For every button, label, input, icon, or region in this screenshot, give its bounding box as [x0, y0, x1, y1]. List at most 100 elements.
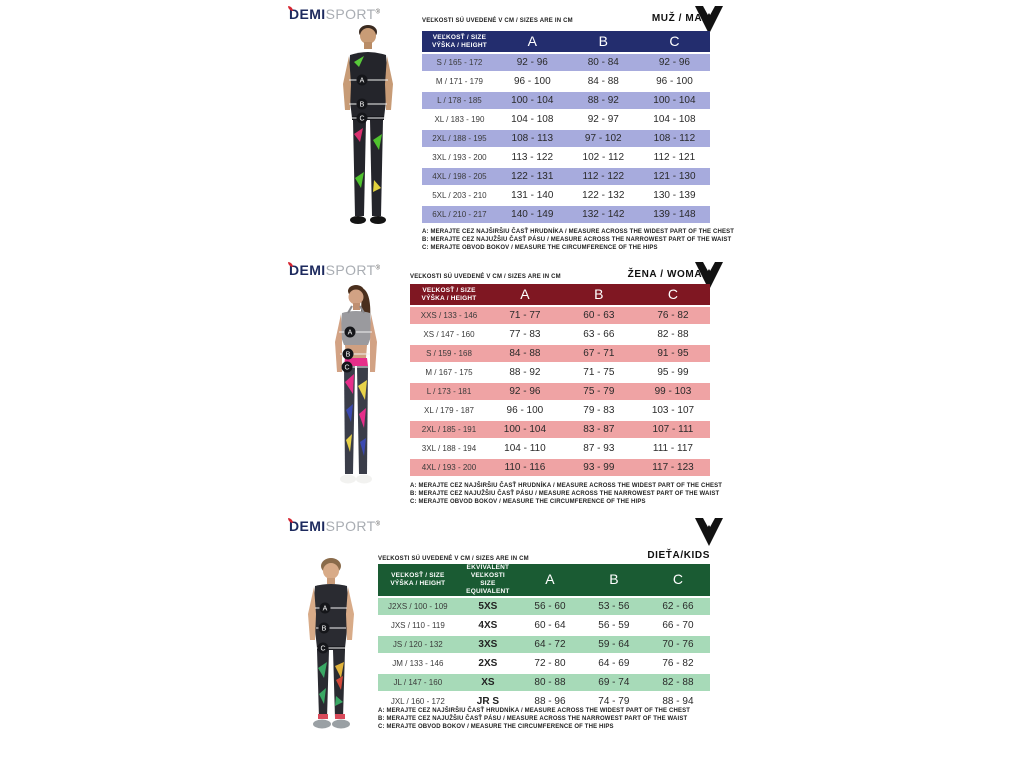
- cell-b: 102 - 112: [567, 147, 639, 167]
- table-row: J2XS / 100 - 109 5XS 56 - 60 53 - 56 62 - 66: [378, 596, 710, 616]
- cell-c: 96 - 100: [638, 71, 710, 91]
- logo-accent: [288, 262, 293, 267]
- cell-eq: JR S: [457, 691, 519, 710]
- kids-section: DEMISPORT® A B C: [0, 512, 1024, 768]
- cell-size: S / 165 - 172: [422, 52, 497, 72]
- kids-size-table: VEĽKOSŤ / SIZE VÝŠKA / HEIGHT EKVIVALENT…: [378, 564, 710, 710]
- footnote-b: B: MERAJTE CEZ NAJUŽŠIU ČASŤ PÁSU / MEAS…: [378, 716, 688, 722]
- cell-a: 110 - 116: [488, 457, 562, 476]
- cell-b: 80 - 84: [567, 52, 639, 72]
- cell-eq: 4XS: [457, 615, 519, 635]
- woman-size-table: VEĽKOSŤ / SIZE VÝŠKA / HEIGHT A B C XXS …: [410, 284, 710, 476]
- cell-size: 2XL / 185 - 191: [410, 419, 488, 439]
- logo-accent: [288, 518, 293, 523]
- table-row: S / 159 - 168 84 - 88 67 - 71 91 - 95: [410, 343, 710, 363]
- cell-c: 66 - 70: [645, 615, 710, 635]
- cell-size: JL / 147 - 160: [378, 672, 458, 692]
- cell-c: 76 - 82: [645, 653, 710, 673]
- cell-c: 117 - 123: [635, 457, 710, 476]
- footnote-c: C: MERAJTE OBVOD BOKOV / MEASURE THE CIR…: [410, 499, 646, 505]
- cell-eq: 2XS: [457, 653, 519, 673]
- cell-c: 100 - 104: [638, 90, 710, 110]
- cell-b: 63 - 66: [561, 324, 636, 344]
- gender-label-man: MUŽ / MAN: [651, 13, 710, 24]
- cell-c: 70 - 76: [645, 634, 710, 654]
- cell-a: 88 - 96: [518, 691, 582, 710]
- macron-logo-icon: [695, 6, 723, 34]
- size-height-header: VEĽKOSŤ / SIZE VÝŠKA / HEIGHT: [422, 31, 497, 53]
- cell-b: 67 - 71: [561, 343, 636, 363]
- cell-a: 122 - 131: [496, 166, 568, 186]
- cell-a: 88 - 92: [488, 362, 562, 382]
- table-row: 2XL / 188 - 195 108 - 113 97 - 102 108 - 11…: [422, 128, 710, 148]
- cell-a: 140 - 149: [496, 204, 568, 223]
- cell-b: 75 - 79: [561, 381, 636, 401]
- table-row: S / 165 - 172 92 - 96 80 - 84 92 - 96: [422, 52, 710, 72]
- footnote-b: B: MERAJTE CEZ NAJUŽŠIU ČASŤ PÁSU / MEAS…: [410, 491, 720, 497]
- logo-text-bold: DEMI: [288, 6, 326, 22]
- cell-c: 111 - 117: [635, 438, 710, 458]
- cell-a: 92 - 96: [496, 52, 568, 72]
- table-header-row: VEĽKOSŤ / SIZE VÝŠKA / HEIGHT EKVIVALENT…: [378, 564, 710, 597]
- cell-size: 2XL / 188 - 195: [422, 128, 497, 148]
- column-a-header: A: [496, 31, 568, 53]
- footnote-a: A: MERAJTE CEZ NAJŠIRŠIU ČASŤ HRUDNÍKA /…: [410, 483, 723, 489]
- demisport-logo: DEMISPORT®: [288, 518, 380, 534]
- logo-text-light: SPORT: [325, 6, 376, 22]
- cell-size: J2XS / 100 - 109: [378, 596, 458, 616]
- cell-size: XXS / 133 - 146: [410, 305, 488, 325]
- cell-size: S / 159 - 168: [410, 343, 488, 363]
- cell-a: 104 - 108: [496, 109, 568, 129]
- cell-c: 107 - 111: [635, 419, 710, 439]
- table-header-row: VEĽKOSŤ / SIZE VÝŠKA / HEIGHT A B C: [422, 31, 710, 53]
- column-b-header: B: [567, 31, 639, 53]
- table-row: 6XL / 210 - 217 140 - 149 132 - 142 139 - 1…: [422, 204, 710, 223]
- cell-b: 53 - 56: [581, 596, 646, 616]
- cell-size: JXS / 110 - 119: [378, 615, 458, 635]
- cell-a: 96 - 100: [488, 400, 562, 420]
- table-row: JL / 147 - 160 XS 80 - 88 69 - 74 82 - 88: [378, 672, 710, 692]
- table-row: L / 173 - 181 92 - 96 75 - 79 99 - 103: [410, 381, 710, 401]
- cell-c: 99 - 103: [635, 381, 710, 401]
- cell-b: 74 - 79: [581, 691, 646, 710]
- svg-text:C: C: [320, 646, 325, 653]
- cell-size: XL / 183 - 190: [422, 109, 497, 129]
- cell-b: 83 - 87: [561, 419, 636, 439]
- cell-c: 130 - 139: [638, 185, 710, 205]
- size-height-header: VEĽKOSŤ / SIZE VÝŠKA / HEIGHT: [378, 564, 458, 597]
- cell-b: 71 - 75: [561, 362, 636, 382]
- cell-b: 87 - 93: [561, 438, 636, 458]
- cell-a: 104 - 110: [488, 438, 562, 458]
- footnote-a: A: MERAJTE CEZ NAJŠIRŠIU ČASŤ HRUDNÍKA /…: [378, 708, 691, 714]
- column-b-header: B: [581, 564, 646, 597]
- cell-size: XL / 179 - 187: [410, 400, 488, 420]
- demisport-logo: DEMISPORT®: [288, 6, 381, 22]
- cell-c: 82 - 88: [635, 324, 710, 344]
- table-row: M / 171 - 179 96 - 100 84 - 88 96 - 100: [422, 71, 710, 91]
- demisport-logo: DEMISPORT®: [288, 262, 381, 278]
- macron-logo-icon: [695, 262, 723, 290]
- registered-mark: ®: [375, 265, 381, 272]
- svg-text:C: C: [344, 365, 349, 372]
- cell-size: 3XL / 193 - 200: [422, 147, 497, 167]
- cell-b: 92 - 97: [567, 109, 639, 129]
- cell-b: 59 - 64: [581, 634, 646, 654]
- cell-a: 84 - 88: [488, 343, 562, 363]
- table-row: JS / 120 - 132 3XS 64 - 72 59 - 64 70 - 76: [378, 634, 710, 654]
- cell-c: 95 - 99: [635, 362, 710, 382]
- cell-a: 92 - 96: [488, 381, 562, 401]
- woman-section: DEMISPORT® A: [0, 258, 1024, 512]
- cell-c: 121 - 130: [638, 166, 710, 186]
- cell-a: 60 - 64: [518, 615, 582, 635]
- man-model-photo: A B C: [343, 25, 393, 224]
- cell-c: 139 - 148: [638, 204, 710, 223]
- cell-c: 92 - 96: [638, 52, 710, 72]
- logo-text-light: SPORT: [325, 518, 376, 534]
- table-row: 3XL / 193 - 200 113 - 122 102 - 112 112 - 1…: [422, 147, 710, 167]
- registered-mark: ®: [375, 9, 381, 16]
- cell-b: 64 - 69: [581, 653, 646, 673]
- cell-size: 3XL / 188 - 194: [410, 438, 488, 458]
- table-row: 3XL / 188 - 194 104 - 110 87 - 93 111 - 117: [410, 438, 710, 458]
- cell-b: 60 - 63: [561, 305, 636, 325]
